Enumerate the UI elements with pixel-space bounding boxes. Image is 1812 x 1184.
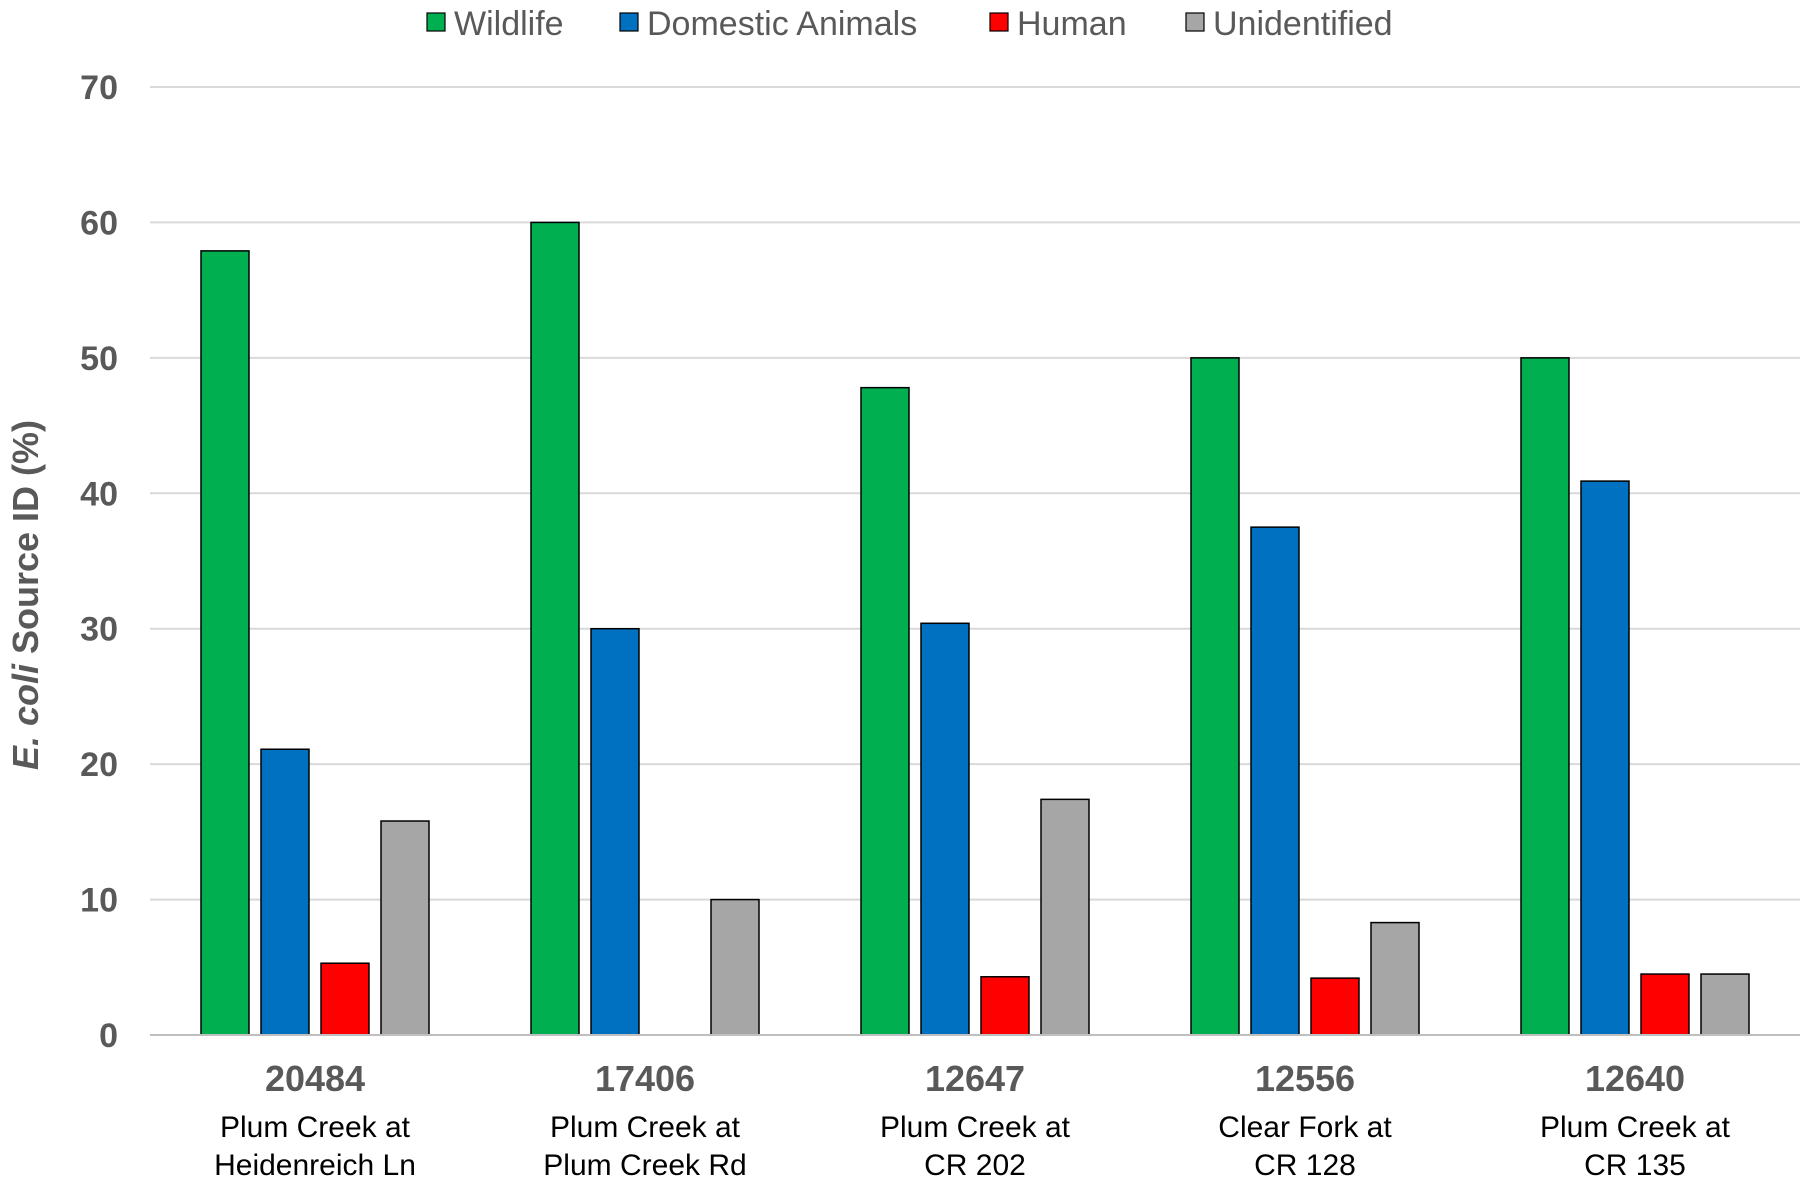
bar-wildlife [1520,357,1570,1036]
y-axis-title-italic: E. coli [5,663,46,770]
x-category-name-line2: Plum Creek Rd [543,1149,746,1179]
bar-human [1640,973,1690,1036]
y-tick-label: 10 [80,882,118,920]
x-category-name-line1: Plum Creek at [550,1111,741,1144]
x-category-name-line1: Plum Creek at [220,1111,411,1144]
x-category-name-line2: CR 128 [1254,1149,1356,1179]
x-category-code: 12647 [925,1058,1025,1099]
y-tick-label: 40 [80,475,118,513]
axes: 0 10 20 30 40 50 60 70 20484 Plum Creek at Heidenr… [80,69,1800,1182]
y-axis-title: E. coli Source ID (%) [5,420,46,770]
y-tick-label: 30 [80,611,118,649]
legend-label-unidentified: Unidentified [1213,5,1393,43]
x-category-code: 12640 [1585,1058,1685,1099]
x-category-name-line2: CR 135 [1584,1149,1686,1179]
bar-wildlife [1190,357,1240,1036]
x-category-name-line2: CR 202 [924,1149,1026,1179]
x-category-code: 17406 [595,1058,695,1099]
x-category-name-line1: Plum Creek at [1540,1111,1731,1144]
bar-domestic-animals [260,748,310,1036]
legend-swatch-domestic-animals [619,12,639,32]
legend-swatch-human [989,12,1009,32]
bar-unidentified [1700,973,1750,1036]
bar-unidentified [380,820,430,1036]
legend-swatch-unidentified [1185,12,1205,32]
bar-unidentified [710,898,760,1036]
bar-human [980,976,1030,1036]
y-axis-title-rest: Source ID (%) [5,420,46,664]
gridlines [150,86,1800,901]
bar-human [320,962,370,1036]
legend-label-domestic-animals: Domestic Animals [647,5,917,43]
bar-domestic-animals [1580,480,1630,1036]
y-tick-label: 20 [80,746,118,784]
y-tick-label: 70 [80,69,118,107]
y-tick-label: 50 [80,340,118,378]
x-category-name-line1: Clear Fork at [1218,1111,1392,1144]
y-tick-label: 0 [99,1017,118,1055]
bar-wildlife [860,386,910,1036]
bar-wildlife [200,250,250,1036]
legend: Wildlife Domestic Animals Human Unidentifie… [426,5,1393,43]
x-category-code: 12556 [1255,1058,1355,1099]
x-category-name-line1: Plum Creek at [880,1111,1071,1144]
legend-label-human: Human [1017,5,1127,43]
bar-human [1310,977,1360,1036]
bar-domestic-animals [590,627,640,1036]
bar-wildlife [530,221,580,1036]
bar-domestic-animals [1250,526,1300,1036]
bar-unidentified [1370,921,1420,1036]
bar-domestic-animals [920,622,970,1036]
x-category-code: 20484 [265,1058,365,1099]
bar-unidentified [1040,798,1090,1036]
x-category-name-line2: Heidenreich Ln [214,1149,416,1179]
y-tick-label: 60 [80,204,118,242]
legend-swatch-wildlife [426,12,446,32]
legend-label-wildlife: Wildlife [454,5,564,43]
bars [200,221,1750,1036]
